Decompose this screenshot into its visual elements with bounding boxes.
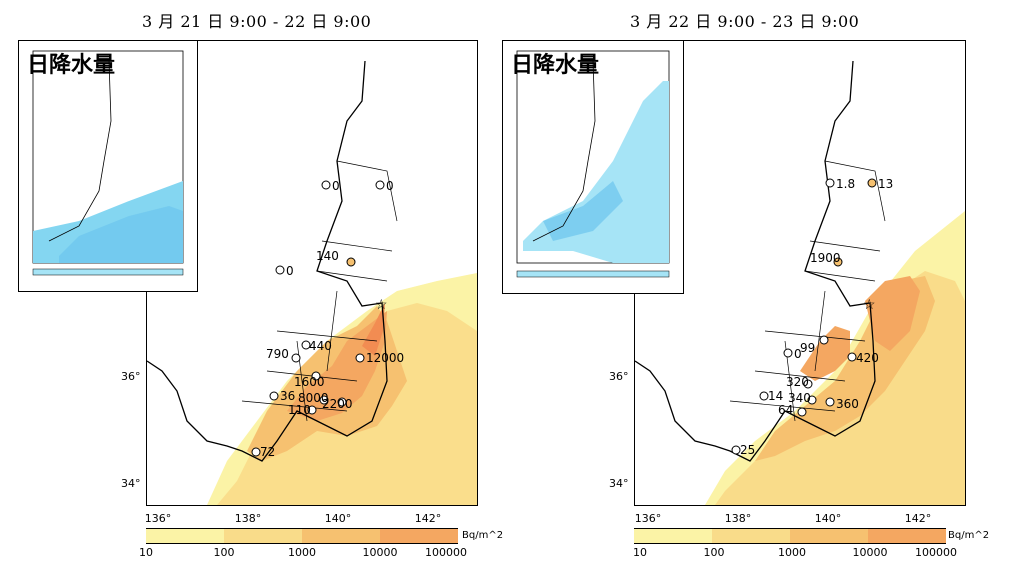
lon-label: 142° — [904, 512, 932, 525]
inset-canvas — [32, 50, 184, 276]
colorbar-tick: 100000 — [425, 546, 467, 559]
station-value: 0 — [332, 179, 340, 193]
inset-title: 日降水量 — [511, 53, 600, 78]
colorbar-unit: Bq/m^2 — [948, 530, 990, 541]
precip-inset: 日降水量 — [18, 40, 198, 292]
station-value: 12000 — [366, 351, 404, 365]
station-value: 14 — [768, 389, 783, 403]
station-value: 64 — [778, 403, 793, 417]
panel-title: 3 月 22 日 9:00 - 23 日 9:00 — [630, 12, 860, 31]
deposition-map: ☆ — [146, 40, 478, 506]
stations-left: 0 0 140 0 12000 440 790 1600 36 8000 110… — [251, 179, 404, 459]
lon-label: 136° — [144, 512, 172, 525]
colorbar — [146, 528, 458, 544]
colorbar-tick: 10000 — [852, 546, 888, 559]
plant-star: ☆ — [375, 297, 388, 313]
precip-inset: 日降水量 — [502, 40, 684, 294]
colorbar-tick: 10000 — [362, 546, 398, 559]
station-value: 99 — [800, 341, 815, 355]
station-value: 36 — [280, 389, 295, 403]
lat-label: 34° — [121, 477, 141, 490]
colorbar-tick: 100 — [213, 546, 235, 559]
inset-canvas — [516, 50, 670, 278]
lat-label: 36° — [609, 370, 629, 383]
coastline — [147, 60, 388, 462]
colorbar — [634, 528, 946, 544]
deposition-10000 — [287, 311, 387, 421]
station-value: 13 — [878, 177, 893, 191]
station-value: 0 — [386, 179, 394, 193]
lon-label: 142° — [414, 512, 442, 525]
panel-march21: 3 月 21 日 9:00 - 22 日 9:00 ☆ 0 0 140 0 12… — [0, 0, 504, 571]
lon-label: 140° — [814, 512, 842, 525]
station-value: 2200 — [322, 397, 353, 411]
panel-march22: 3 月 22 日 9:00 - 23 日 9:00 ☆ 1.8 13 1900 … — [490, 0, 990, 571]
station-value: 360 — [836, 397, 859, 411]
colorbar-tick: 1000 — [778, 546, 806, 559]
colorbar-unit: Bq/m^2 — [462, 530, 504, 541]
colorbar-tick: 10 — [633, 546, 647, 559]
prefecture-borders — [729, 160, 886, 422]
station-value: 1.8 — [836, 177, 855, 191]
station-value: 1900 — [810, 251, 841, 265]
colorbar-tick: 100 — [703, 546, 725, 559]
station-value: 8000 — [298, 391, 329, 405]
deposition-10000 — [800, 326, 850, 381]
station-value: 140 — [316, 249, 339, 263]
lat-label: 34° — [609, 477, 629, 490]
colorbar-tick: 1000 — [288, 546, 316, 559]
station-value: 790 — [266, 347, 289, 361]
lon-label: 136° — [634, 512, 662, 525]
colorbar-tick: 10 — [139, 546, 153, 559]
station-value: 340 — [788, 391, 811, 405]
deposition-100000 — [362, 303, 385, 356]
coastline — [635, 60, 876, 462]
station-value: 72 — [260, 445, 275, 459]
deposition-map: ☆ — [634, 40, 966, 506]
colorbar-tick: 100000 — [915, 546, 957, 559]
station-value: 110 — [288, 403, 311, 417]
deposition-10000b — [865, 276, 920, 351]
lon-label: 140° — [324, 512, 352, 525]
station-value: 0 — [794, 347, 802, 361]
lat-label: 36° — [121, 370, 141, 383]
lon-label: 138° — [234, 512, 262, 525]
station-value: 420 — [856, 351, 879, 365]
station-value: 0 — [286, 264, 294, 278]
station-value: 440 — [309, 339, 332, 353]
station-value: 320 — [786, 375, 809, 389]
station-value: 25 — [740, 443, 755, 457]
plant-star: ☆ — [863, 297, 876, 313]
panel-title: 3 月 21 日 9:00 - 22 日 9:00 — [142, 12, 372, 31]
inset-title: 日降水量 — [27, 53, 116, 78]
stations-right: 1.8 13 1900 99 0 420 320 14 340 64 360 2… — [731, 177, 893, 457]
lon-label: 138° — [724, 512, 752, 525]
station-value: 1600 — [294, 375, 325, 389]
map-canvas: ☆ — [147, 60, 477, 505]
